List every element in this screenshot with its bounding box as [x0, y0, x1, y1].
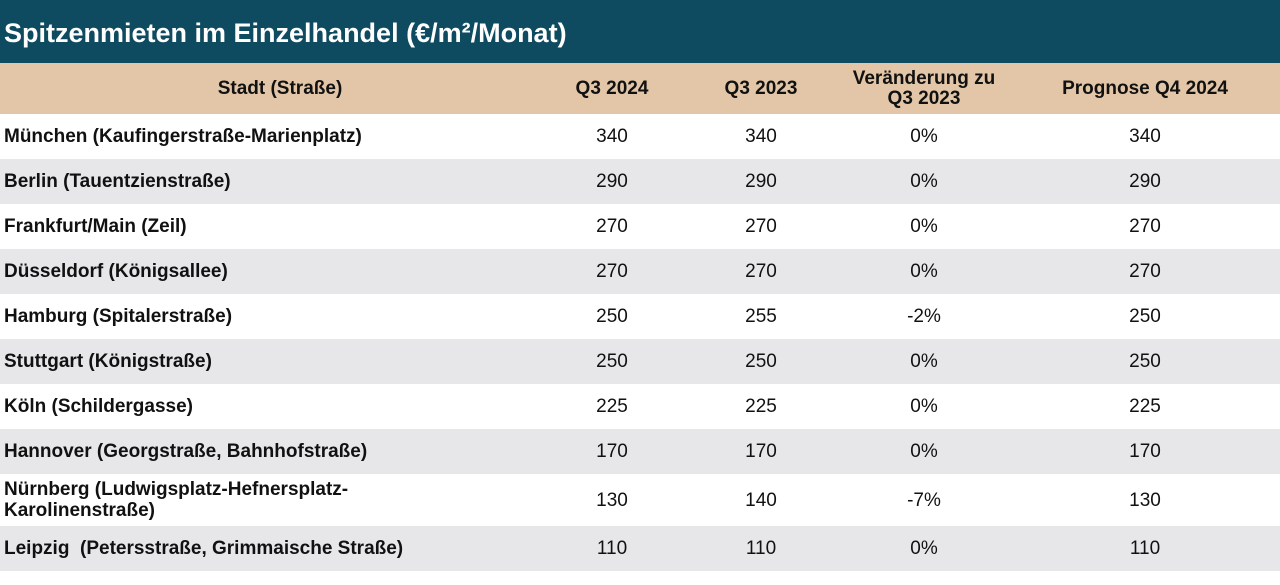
- cell-q3-2023: 225: [745, 396, 777, 417]
- cell-city: Leipzig (Petersstraße, Grimmaische Straß…: [4, 538, 404, 559]
- cell-q3-2024: 290: [596, 171, 628, 192]
- cell-change: 0%: [910, 396, 938, 417]
- cell-city: Köln (Schildergasse): [4, 396, 193, 417]
- cell-q3-2023: 140: [745, 489, 777, 511]
- cell-city: Frankfurt/Main (Zeil): [4, 216, 187, 237]
- cell-q3-2024: 270: [596, 261, 628, 282]
- table-row: Leipzig (Petersstraße, Grimmaische Straß…: [0, 526, 1280, 571]
- cell-q3-2024: 250: [596, 351, 628, 372]
- table-row: Stuttgart (Königstraße) 250 250 0% 250: [0, 339, 1280, 384]
- cell-q3-2024: 340: [596, 126, 628, 147]
- table-header: Stadt (Straße) Q3 2024 Q3 2023 Veränderu…: [0, 63, 1280, 114]
- cell-change: 0%: [910, 216, 938, 237]
- cell-q3-2024: 170: [596, 441, 628, 462]
- cell-q3-2024: 110: [596, 538, 628, 559]
- table-row: Frankfurt/Main (Zeil) 270 270 0% 270: [0, 204, 1280, 249]
- cell-q3-2023: 250: [745, 351, 777, 372]
- table-row: Düsseldorf (Königsallee) 270 270 0% 270: [0, 249, 1280, 294]
- cell-forecast: 170: [1129, 441, 1161, 462]
- cell-q3-2023: 110: [745, 538, 777, 559]
- cell-forecast: 225: [1129, 396, 1161, 417]
- cell-q3-2023: 340: [745, 126, 777, 147]
- cell-change: -2%: [907, 306, 941, 327]
- cell-q3-2024: 130: [596, 489, 628, 511]
- table-row: Hamburg (Spitalerstraße) 250 255 -2% 250: [0, 294, 1280, 339]
- cell-change: -7%: [907, 489, 941, 511]
- cell-forecast: 250: [1129, 351, 1161, 372]
- cell-city: Hamburg (Spitalerstraße): [4, 306, 233, 327]
- cell-q3-2023: 270: [745, 261, 777, 282]
- cell-q3-2024: 225: [596, 396, 628, 417]
- rent-table: Stadt (Straße) Q3 2024 Q3 2023 Veränderu…: [0, 63, 1280, 571]
- cell-change: 0%: [910, 351, 938, 372]
- cell-forecast: 110: [1129, 538, 1161, 559]
- header-q3-2023: Q3 2023: [724, 77, 798, 99]
- cell-city: Düsseldorf (Königsallee): [4, 261, 228, 282]
- header-change: Veränderung zu Q3 2023: [852, 67, 996, 109]
- cell-q3-2024: 250: [596, 306, 628, 327]
- cell-forecast: 270: [1129, 216, 1161, 237]
- cell-q3-2024: 270: [596, 216, 628, 237]
- cell-city: München (Kaufingerstraße-Marienplatz): [4, 126, 362, 147]
- table-row: Nürnberg (Ludwigsplatz-Hefnersplatz-Karo…: [0, 474, 1280, 526]
- header-q3-2024: Q3 2024: [575, 77, 649, 99]
- cell-forecast: 270: [1129, 261, 1161, 282]
- cell-forecast: 340: [1129, 126, 1161, 147]
- cell-forecast: 130: [1129, 489, 1161, 511]
- cell-q3-2023: 270: [745, 216, 777, 237]
- header-city: Stadt (Straße): [217, 77, 343, 99]
- table-row: Köln (Schildergasse) 225 225 0% 225: [0, 384, 1280, 429]
- table-row: Berlin (Tauentzienstraße) 290 290 0% 290: [0, 159, 1280, 204]
- cell-change: 0%: [910, 171, 938, 192]
- cell-city: Hannover (Georgstraße, Bahnhofstraße): [4, 441, 368, 462]
- cell-q3-2023: 290: [745, 171, 777, 192]
- table-row: München (Kaufingerstraße-Marienplatz) 34…: [0, 114, 1280, 159]
- cell-change: 0%: [910, 126, 938, 147]
- table-row: Hannover (Georgstraße, Bahnhofstraße) 17…: [0, 429, 1280, 474]
- header-row: Stadt (Straße) Q3 2024 Q3 2023 Veränderu…: [0, 63, 1280, 114]
- cell-change: 0%: [910, 261, 938, 282]
- cell-forecast: 290: [1129, 171, 1161, 192]
- cell-forecast: 250: [1129, 306, 1161, 327]
- cell-q3-2023: 255: [745, 306, 777, 327]
- header-forecast: Prognose Q4 2024: [1062, 77, 1228, 99]
- cell-city: Berlin (Tauentzienstraße): [4, 171, 231, 192]
- table-body: München (Kaufingerstraße-Marienplatz) 34…: [0, 114, 1280, 571]
- cell-change: 0%: [910, 441, 938, 462]
- cell-city: Nürnberg (Ludwigsplatz-Hefnersplatz-Karo…: [4, 479, 349, 521]
- cell-city: Stuttgart (Königstraße): [4, 351, 212, 372]
- cell-change: 0%: [910, 538, 938, 559]
- table-title: Spitzenmieten im Einzelhandel (€/m²/Mona…: [0, 0, 1280, 63]
- cell-q3-2023: 170: [745, 441, 777, 462]
